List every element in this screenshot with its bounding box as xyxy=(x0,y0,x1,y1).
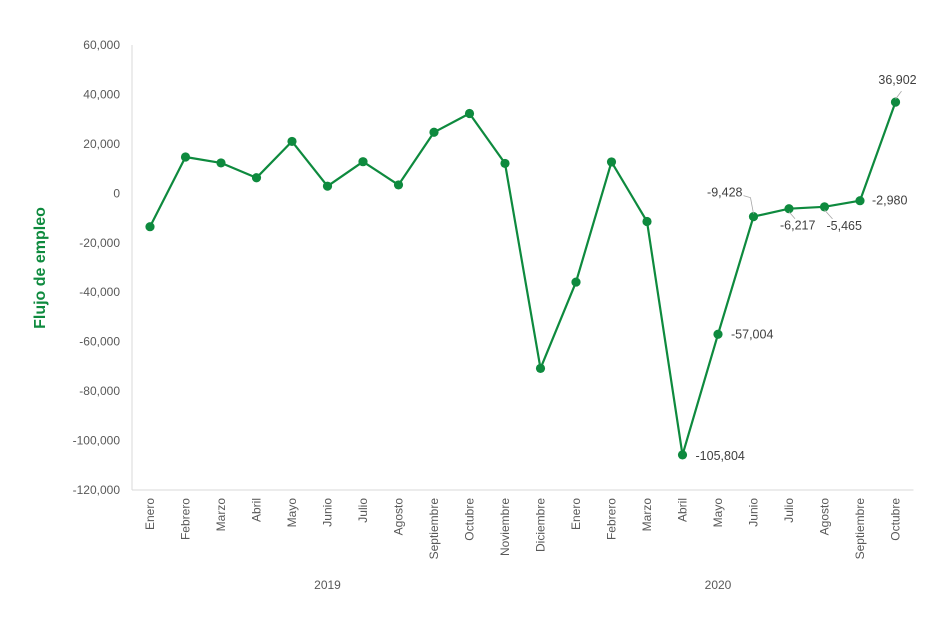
y-tick-label: 0 xyxy=(113,186,120,200)
data-point xyxy=(713,329,723,339)
y-tick-label: 20,000 xyxy=(83,137,120,151)
x-tick-label: Enero xyxy=(143,498,157,530)
x-tick-label: Marzo xyxy=(640,498,654,532)
y-axis-title-group: Flujo de empleo xyxy=(32,207,49,329)
y-tick-label: -40,000 xyxy=(79,285,120,299)
x-tick-label: Junio xyxy=(747,498,761,527)
data-label-leader xyxy=(824,209,833,220)
data-point xyxy=(393,180,404,190)
data-point xyxy=(322,181,333,191)
data-point xyxy=(145,222,155,232)
data-label: 36,902 xyxy=(878,73,916,87)
data-point xyxy=(180,152,191,162)
series-line xyxy=(149,101,897,456)
data-label: -9,428 xyxy=(707,186,742,200)
year-group-label: 2019 xyxy=(314,578,341,592)
x-tick-label: Julio xyxy=(782,498,796,523)
data-label-leader xyxy=(743,195,754,214)
data-labels: -105,804 -57,004 -9,428 -6,217 -5,465 -2,980 3… xyxy=(696,73,917,463)
x-tick-label: Marzo xyxy=(214,498,228,532)
x-tick-label: Octubre xyxy=(463,498,477,541)
data-point xyxy=(855,196,865,206)
y-tick-label: -120,000 xyxy=(73,483,121,497)
y-tick-label: -60,000 xyxy=(79,335,120,349)
y-tick-label: 60,000 xyxy=(83,38,120,52)
data-point xyxy=(287,136,297,147)
data-point xyxy=(251,173,262,183)
x-tick-label: Diciembre xyxy=(534,498,548,552)
data-label: -6,217 xyxy=(780,219,815,233)
x-tick-label: Septiembre xyxy=(853,498,867,560)
x-tick-label: Agosto xyxy=(392,498,406,536)
data-label-leader xyxy=(788,211,796,219)
data-point xyxy=(784,204,794,214)
y-tick-label: 40,000 xyxy=(83,87,120,101)
data-label: -5,465 xyxy=(827,219,862,233)
data-point xyxy=(642,216,652,227)
data-point xyxy=(677,450,688,460)
x-tick-label: Febrero xyxy=(179,498,193,540)
data-point xyxy=(500,158,510,169)
data-label-leader xyxy=(895,90,902,100)
x-tick-label: Abril xyxy=(676,498,690,522)
x-tick-label: Junio xyxy=(321,498,335,527)
year-group-labels: 2019 2020 xyxy=(314,578,732,592)
y-tick-labels: 60,000 40,000 20,000 0 -20,000 -40,000 -60,000… xyxy=(73,38,121,497)
x-tick-label: Mayo xyxy=(711,498,725,528)
x-tick-label: Agosto xyxy=(818,498,832,536)
x-tick-label: Octubre xyxy=(889,498,903,541)
data-point xyxy=(464,108,475,119)
x-tick-label: Mayo xyxy=(285,498,299,528)
data-point xyxy=(358,157,368,167)
x-tick-label: Abril xyxy=(250,498,264,522)
data-point xyxy=(606,157,617,167)
series-line-group xyxy=(149,101,897,456)
x-tick-label: Noviembre xyxy=(498,498,512,556)
x-tick-label: Febrero xyxy=(605,498,619,540)
data-point xyxy=(429,127,439,137)
data-point xyxy=(216,158,226,168)
data-point xyxy=(748,212,759,222)
data-label: -57,004 xyxy=(731,327,773,341)
x-tick-label: Enero xyxy=(569,498,583,530)
data-point xyxy=(890,97,901,107)
data-points xyxy=(145,97,901,460)
x-tick-label: Septiembre xyxy=(427,498,441,560)
y-axis-title: Flujo de empleo xyxy=(32,207,49,329)
year-group-label: 2020 xyxy=(705,578,732,592)
y-tick-label: -20,000 xyxy=(79,236,120,250)
data-point xyxy=(535,363,546,373)
data-label: -2,980 xyxy=(872,194,907,208)
y-tick-label: -100,000 xyxy=(73,434,121,448)
x-tick-labels: Enero Febrero Marzo Abril Mayo Junio Julio Agos… xyxy=(143,498,903,560)
data-label: -105,804 xyxy=(696,449,745,463)
x-tick-label: Julio xyxy=(356,498,370,523)
data-point xyxy=(571,277,581,287)
data-point xyxy=(819,202,830,212)
axes xyxy=(131,45,914,491)
y-tick-label: -80,000 xyxy=(79,384,120,398)
